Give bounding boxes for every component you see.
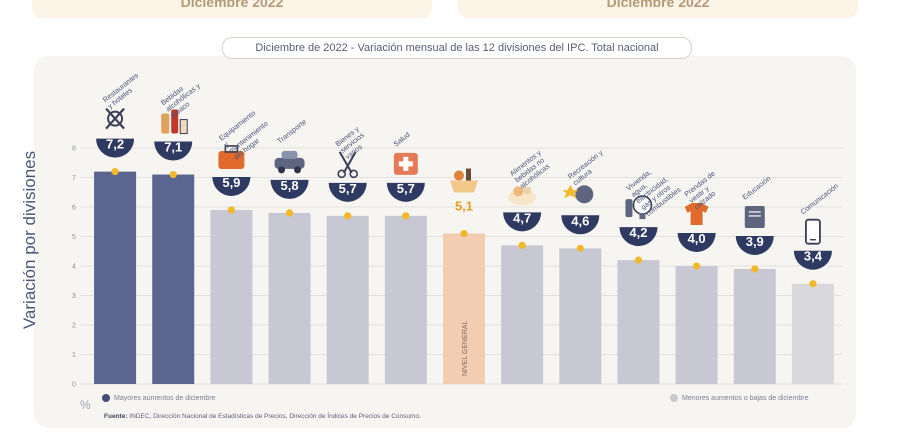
groceries-icon (450, 168, 478, 193)
category-label: Bienes yserviciosvarios (333, 124, 371, 161)
category-label: Comunicación (799, 181, 840, 216)
bar (94, 171, 137, 384)
bar (559, 248, 602, 384)
bar (675, 266, 718, 384)
y-tick-label: 7 (72, 175, 76, 182)
legend-label-mayores: Mayores aumentos de diciembre (114, 394, 216, 402)
scissors-icon (337, 151, 358, 179)
phone-icon (805, 218, 821, 245)
category-label: Alimentos ybebidas noalcohólicas (508, 148, 553, 191)
car-icon (274, 150, 305, 174)
top-card-left-label: Diciembre 2022 (180, 0, 284, 10)
value-badge (96, 138, 135, 158)
bar (791, 283, 834, 384)
data-label: 7,1 (164, 140, 182, 155)
source-text: INDEC, Dirección Nacional de Estadística… (129, 413, 421, 420)
category-label: Recreación ycultura (566, 148, 610, 187)
category-label: Bebidasalcohólicas ytabaco (159, 74, 207, 119)
legend-item-menores: Menores aumentos o bajas de diciembre (670, 394, 808, 402)
y-tick-label: 6 (72, 205, 76, 212)
food-plate-icon (508, 186, 537, 206)
bar (210, 209, 253, 384)
y-tick-label: 3 (72, 293, 76, 300)
legend-label-menores: Menores aumentos o bajas de diciembre (682, 394, 809, 402)
data-label: 5,7 (339, 181, 357, 196)
y-tick-label: 8 (72, 146, 76, 153)
bar (152, 174, 195, 384)
book-icon (744, 205, 765, 228)
data-label: 5,8 (280, 178, 298, 193)
bar-marker (751, 265, 759, 273)
value-badge (561, 215, 600, 235)
value-badge (270, 179, 309, 199)
legend-swatch-mayores (102, 394, 110, 402)
bar-marker (693, 262, 701, 270)
top-card-left: Diciembre 2022 (32, 0, 432, 18)
data-label: 4,0 (688, 231, 706, 246)
y-tick-label: 0 (72, 382, 76, 389)
bar (617, 260, 660, 384)
legend-swatch-menores (670, 394, 678, 402)
bar (443, 233, 485, 384)
top-card-right-label: Diciembre 2022 (606, 0, 710, 10)
y-tick-label: 5 (72, 234, 76, 241)
bar (268, 212, 311, 384)
value-badge (154, 141, 193, 161)
category-label: Vivienda,agua,electricidad,gas y otrosco… (624, 160, 683, 218)
top-card-right: Diciembre 2022 (458, 0, 858, 18)
toolbox-icon (218, 145, 245, 169)
data-label: 5,7 (397, 181, 415, 196)
bar (326, 215, 369, 384)
data-label: 5,9 (222, 175, 240, 190)
category-label: NIVEL GENERAL (462, 321, 469, 376)
value-badge (677, 233, 716, 252)
bar-marker (634, 256, 643, 264)
bar-marker (344, 212, 352, 220)
lightbulb-icon (625, 195, 653, 220)
bar-marker (460, 229, 468, 238)
data-label: 4,2 (629, 225, 647, 240)
bar-marker (111, 168, 119, 176)
value-badge (328, 182, 367, 202)
bar-marker (809, 280, 817, 288)
source-label: Fuente: (104, 413, 128, 420)
category-label: Restaurantesy hoteles (101, 71, 145, 111)
bottle-icon (161, 109, 188, 135)
value-badge (735, 235, 774, 255)
bar-marker (227, 206, 235, 214)
bar-marker (518, 241, 526, 249)
data-label: 3,4 (804, 249, 823, 264)
bar-marker (169, 170, 177, 179)
medical-cross-icon (393, 152, 418, 175)
bar (384, 215, 427, 384)
bar (733, 268, 776, 384)
value-badge (212, 176, 251, 196)
bar-marker (285, 209, 294, 217)
y-tick-label: 1 (72, 352, 76, 359)
chart-title: Diciembre de 2022 - Variación mensual de… (222, 37, 692, 59)
bar (501, 245, 544, 384)
data-label: 4,7 (513, 210, 531, 225)
y-unit-label: % (80, 398, 91, 412)
category-label: Salud (392, 130, 412, 148)
data-label: 4,6 (571, 213, 589, 228)
data-label: 7,2 (106, 137, 124, 152)
tshirt-icon (684, 203, 709, 225)
y-tick-label: 4 (72, 264, 76, 271)
data-label: 3,9 (746, 234, 764, 249)
value-badge (503, 212, 542, 232)
value-badge (793, 250, 832, 270)
bar-marker (576, 244, 584, 252)
category-label: Transporte (275, 117, 308, 145)
cutlery-icon (105, 107, 125, 130)
legend-item-mayores: Mayores aumentos de diciembre (102, 394, 216, 402)
music-icon (562, 185, 594, 204)
source-note: Fuente: INDEC, Dirección Nacional de Est… (104, 413, 421, 420)
value-badge (619, 227, 658, 247)
value-badge (386, 182, 425, 202)
data-label: 5,1 (455, 199, 473, 214)
y-tick-label: 2 (72, 323, 76, 330)
bar-marker (402, 212, 410, 220)
